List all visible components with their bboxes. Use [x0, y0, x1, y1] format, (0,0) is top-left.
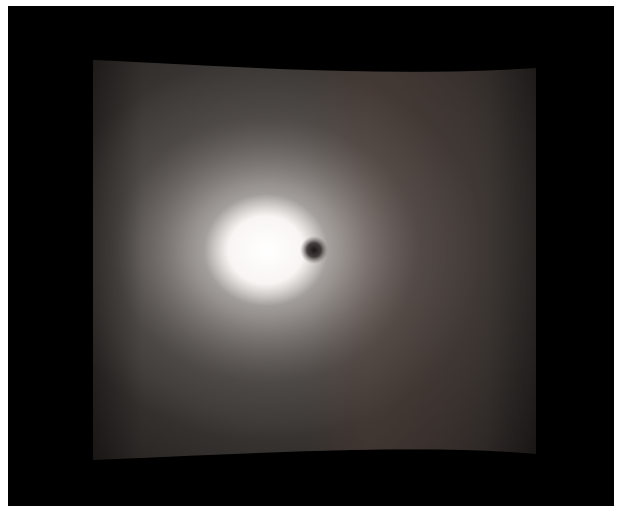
render-viewport [8, 6, 614, 506]
curved-surface [93, 60, 536, 460]
surface-edge-shade [93, 60, 536, 460]
rendered-scene [8, 6, 614, 506]
